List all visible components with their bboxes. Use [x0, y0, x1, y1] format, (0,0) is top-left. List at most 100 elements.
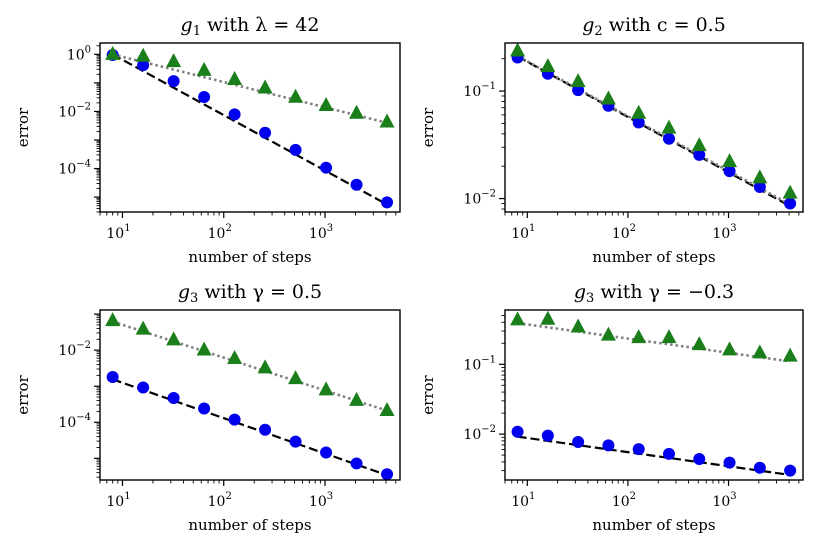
circle-point — [602, 439, 615, 452]
circle-point — [106, 371, 119, 384]
triangle-point — [540, 310, 556, 325]
triangle-point — [166, 53, 182, 68]
triangle-point — [631, 104, 647, 119]
circle-point — [198, 91, 211, 104]
triangle-point — [288, 370, 304, 385]
triangle-point — [570, 318, 586, 333]
circle-point — [723, 456, 736, 469]
circle-point — [228, 108, 241, 121]
circle-point — [662, 447, 675, 460]
y-tick-label: 10−1 — [463, 354, 496, 373]
circle-point — [693, 452, 706, 465]
triangle-point — [600, 90, 616, 105]
circle-point — [259, 423, 272, 436]
x-tick-label: 101 — [511, 491, 535, 510]
triangle-point — [691, 137, 707, 152]
triangle-point — [600, 326, 616, 341]
triangle-point — [570, 73, 586, 88]
triangle-point — [196, 341, 212, 356]
circle-point — [572, 84, 585, 97]
y-axis-label: error — [14, 107, 32, 147]
triangle-point — [318, 96, 334, 111]
subplot-title: g1 with λ = 42 — [181, 14, 320, 39]
triangle-point — [257, 359, 273, 374]
triangle-point — [661, 119, 677, 134]
axes-frame — [504, 309, 804, 481]
dashed-fit-line-1 — [112, 53, 388, 206]
x-tick-label: 101 — [106, 491, 130, 510]
circle-point — [541, 429, 554, 442]
dashed-fit-line-3 — [112, 378, 388, 477]
y-tick-label: 10−2 — [463, 424, 496, 443]
circle-point — [350, 457, 363, 470]
triangle-point — [722, 153, 738, 168]
x-axis-label: number of steps — [592, 516, 715, 534]
triangle-point — [349, 104, 365, 119]
y-tick-label: 10−2 — [58, 101, 91, 120]
x-tick-label: 103 — [712, 223, 736, 242]
circle-point — [289, 435, 302, 448]
circle-point — [167, 392, 180, 405]
triangle-point — [782, 184, 798, 199]
circle-point — [259, 126, 272, 139]
circle-point — [753, 181, 766, 194]
circle-point — [572, 436, 585, 449]
subplot-title: g3 with γ = −0.3 — [574, 281, 734, 306]
triangle-point — [288, 88, 304, 103]
circle-point — [753, 461, 766, 474]
circle-point — [228, 413, 241, 426]
triangle-point — [631, 329, 647, 344]
triangle-point — [510, 311, 526, 326]
axes-frame — [99, 42, 401, 213]
subplot-title: g3 with γ = 0.5 — [178, 281, 322, 306]
subplot-title: g2 with c = 0.5 — [582, 14, 726, 39]
circle-point — [632, 116, 645, 129]
x-tick-label: 101 — [511, 223, 535, 242]
circle-point — [137, 59, 150, 72]
subplot-3: 101 102 103 10−4 10−2 g3 with γ = 0.5 number o… — [14, 281, 401, 534]
subplot-1: 101 102 103 10−4 10−2 100 g1 with λ = 42 number… — [14, 14, 401, 266]
x-axis-label: number of steps — [188, 516, 311, 534]
y-tick-label: 10−2 — [463, 189, 496, 208]
triangle-point — [752, 344, 768, 359]
x-tick-label: 103 — [712, 491, 736, 510]
dashed-fit-line-4 — [517, 435, 791, 477]
subplot-4: 101 102 103 10−2 10−1 g3 with γ = −0.3 number … — [419, 281, 804, 534]
x-tick-label: 102 — [612, 491, 636, 510]
axes-frame — [99, 309, 401, 481]
circle-point — [381, 196, 394, 209]
x-axis-label: number of steps — [592, 248, 715, 266]
y-tick-label: 10−1 — [463, 81, 496, 100]
dotted-fit-line-3 — [112, 320, 388, 412]
x-tick-label: 102 — [208, 491, 232, 510]
circle-point — [289, 143, 302, 156]
x-tick-label: 102 — [612, 223, 636, 242]
circle-point — [320, 161, 333, 174]
triangle-point — [510, 42, 526, 57]
circle-point — [784, 197, 797, 210]
triangle-point — [691, 336, 707, 351]
triangle-point — [349, 391, 365, 406]
triangle-point — [227, 70, 243, 85]
y-axis-label: error — [14, 374, 32, 414]
dotted-fit-line-1 — [112, 53, 388, 125]
axes-frame — [504, 42, 804, 213]
circle-point — [320, 446, 333, 459]
triangle-point — [318, 381, 334, 396]
y-tick-label: 10−4 — [58, 159, 91, 178]
triangle-point — [752, 169, 768, 184]
circle-point — [784, 464, 797, 477]
triangle-point — [661, 329, 677, 344]
x-tick-label: 103 — [309, 223, 333, 242]
x-tick-label: 103 — [309, 491, 333, 510]
circle-point — [723, 165, 736, 178]
triangle-point — [257, 79, 273, 94]
triangle-point — [196, 61, 212, 76]
triangle-point — [105, 45, 121, 60]
x-axis-label: number of steps — [188, 248, 311, 266]
circle-point — [632, 443, 645, 456]
triangle-point — [135, 320, 151, 335]
triangle-point — [379, 401, 395, 416]
triangle-point — [105, 312, 121, 327]
subplot-2: 101 102 103 10−2 10−1 g2 with c = 0.5 number o… — [419, 14, 804, 266]
